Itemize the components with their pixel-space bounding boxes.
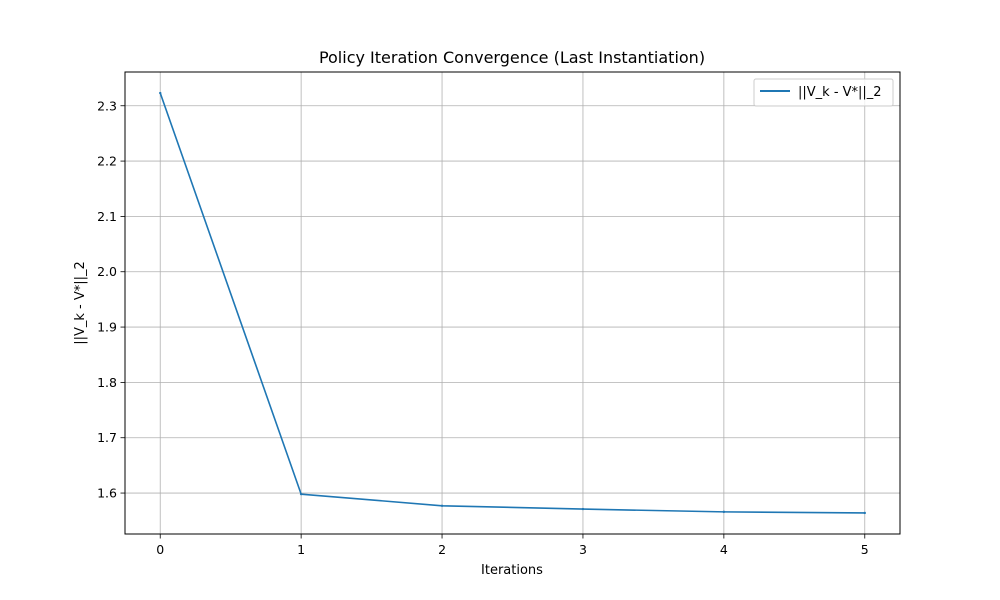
x-tick-label: 0 — [156, 542, 164, 557]
data-point — [863, 511, 866, 515]
y-tick-label: 2.1 — [97, 209, 117, 224]
data-point — [299, 492, 303, 496]
x-tick-label: 1 — [297, 542, 305, 557]
x-axis-ticks: 0 1 2 3 4 5 — [156, 534, 869, 557]
x-axis-label: Iterations — [481, 563, 543, 578]
x-tick-label: 5 — [861, 542, 869, 557]
data-point — [159, 91, 162, 95]
y-tick-label: 2.3 — [97, 98, 117, 113]
series-line — [159, 92, 865, 514]
series-layer — [159, 91, 866, 515]
x-tick-label: 4 — [720, 542, 728, 557]
y-tick-label: 1.8 — [97, 375, 117, 390]
legend-box — [753, 78, 894, 107]
x-tick-label: 3 — [579, 542, 587, 557]
data-point — [581, 507, 585, 511]
y-tick-label: 1.9 — [97, 320, 117, 335]
plot-frame — [124, 71, 901, 535]
x-tick-label: 2 — [438, 542, 446, 557]
y-axis-ticks: 1.6 1.7 1.8 1.9 2.0 2.1 2.2 2.3 — [97, 98, 125, 501]
grid — [125, 72, 900, 534]
legend: ||V_k - V*||_2 — [753, 78, 894, 107]
y-axis-label: ||V_k - V*||_2 — [73, 261, 88, 345]
y-tick-label: 2.0 — [97, 264, 117, 279]
y-tick-label: 1.6 — [97, 486, 117, 501]
legend-entry-label: ||V_k - V*||_2 — [798, 85, 882, 100]
chart-title: Policy Iteration Convergence (Last Insta… — [319, 48, 705, 67]
data-point — [722, 510, 726, 514]
data-point — [440, 504, 444, 507]
y-tick-label: 1.7 — [97, 430, 117, 445]
y-tick-label: 2.2 — [97, 154, 117, 169]
